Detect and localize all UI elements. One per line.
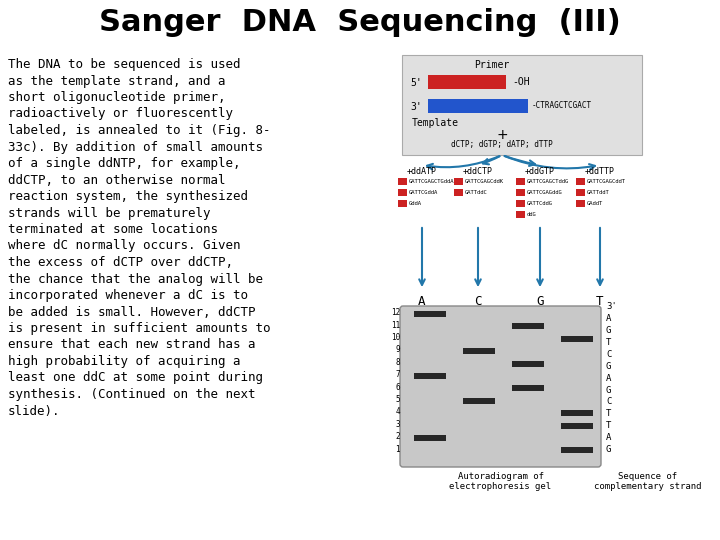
Text: dCTP; dGTP; dATP; dTTP: dCTP; dGTP; dATP; dTTP [451, 140, 553, 150]
Text: ddG: ddG [527, 212, 536, 217]
Text: A: A [418, 295, 426, 308]
Bar [415, 373, 446, 379]
Text: GATTCGAGCddK: GATTCGAGCddK [465, 179, 504, 184]
Text: 4: 4 [395, 407, 400, 416]
Bar [402, 55, 642, 155]
Text: A: A [606, 374, 611, 383]
Bar [398, 200, 407, 207]
Text: T: T [596, 295, 604, 308]
Text: -CTRAGCTCGACT: -CTRAGCTCGACT [532, 102, 592, 111]
Text: +ddGTP: +ddGTP [525, 167, 555, 176]
Text: GATTCGAGddG: GATTCGAGddG [527, 190, 563, 195]
Bar [576, 178, 585, 185]
Bar [512, 323, 544, 329]
Text: T: T [606, 409, 611, 418]
Text: G: G [536, 295, 544, 308]
Text: 8: 8 [395, 358, 400, 367]
Bar [398, 178, 407, 185]
Text: 5: 5 [395, 395, 400, 404]
Text: Autoradiogram of
electrophoresis gel: Autoradiogram of electrophoresis gel [449, 472, 552, 491]
Text: 12: 12 [391, 308, 400, 317]
Text: 3: 3 [395, 420, 400, 429]
Text: G: G [606, 362, 611, 371]
Text: 6: 6 [395, 383, 400, 391]
Bar [576, 200, 585, 207]
Bar [561, 448, 593, 454]
Bar [561, 423, 593, 429]
Bar [561, 336, 593, 342]
FancyBboxPatch shape [400, 306, 601, 467]
Text: GATTCGddA: GATTCGddA [409, 190, 438, 195]
Bar [516, 200, 525, 207]
Bar [428, 75, 506, 89]
Text: 3': 3' [606, 302, 617, 311]
Bar [516, 189, 525, 196]
Text: T: T [606, 338, 611, 347]
Text: 3': 3' [410, 102, 422, 112]
Text: Primer: Primer [474, 60, 510, 70]
Text: Sanger  DNA  Sequencing  (III): Sanger DNA Sequencing (III) [99, 8, 621, 37]
Bar [415, 311, 446, 317]
Text: G: G [606, 326, 611, 335]
Text: Template: Template [412, 118, 459, 128]
Text: +ddATP: +ddATP [407, 167, 437, 176]
Text: A: A [606, 314, 611, 323]
Bar [512, 386, 544, 392]
Bar [561, 410, 593, 416]
Text: -OH: -OH [512, 77, 530, 87]
Bar [398, 189, 407, 196]
Text: GATTCGAGCTddG: GATTCGAGCTddG [527, 179, 570, 184]
Text: C: C [606, 397, 611, 407]
Text: +: + [496, 128, 508, 142]
Text: GATTCGAGCTGddA: GATTCGAGCTGddA [409, 179, 454, 184]
Bar [576, 189, 585, 196]
Text: GAddT: GAddT [587, 201, 603, 206]
Text: The DNA to be sequenced is used
as the template strand, and a
short oligonucleot: The DNA to be sequenced is used as the t… [8, 58, 271, 417]
Text: 7: 7 [395, 370, 400, 379]
Bar [516, 211, 525, 218]
Text: A: A [606, 433, 611, 442]
Text: 2: 2 [395, 432, 400, 441]
Text: GATTCddG: GATTCddG [527, 201, 553, 206]
Text: +ddTTP: +ddTTP [585, 167, 615, 176]
Bar [516, 178, 525, 185]
Text: Sequence of
complementary strand: Sequence of complementary strand [594, 472, 702, 491]
Text: 1: 1 [395, 444, 400, 454]
Bar [463, 348, 495, 354]
Text: 9: 9 [395, 346, 400, 354]
Bar [463, 398, 495, 404]
Text: GATTCGAGCddT: GATTCGAGCddT [587, 179, 626, 184]
Bar [415, 435, 446, 441]
Text: 11: 11 [391, 321, 400, 329]
Text: T: T [606, 421, 611, 430]
Text: GATTddC: GATTddC [465, 190, 487, 195]
Text: G: G [606, 445, 611, 454]
Bar [454, 189, 463, 196]
Text: G: G [606, 386, 611, 395]
Text: 10: 10 [391, 333, 400, 342]
Text: C: C [474, 295, 482, 308]
Text: GATTddT: GATTddT [587, 190, 610, 195]
Text: GddA: GddA [409, 201, 422, 206]
Text: C: C [606, 350, 611, 359]
Text: +ddCTP: +ddCTP [463, 167, 493, 176]
Bar [512, 361, 544, 367]
Bar [428, 99, 528, 113]
Text: 5': 5' [410, 78, 422, 88]
Bar [454, 178, 463, 185]
